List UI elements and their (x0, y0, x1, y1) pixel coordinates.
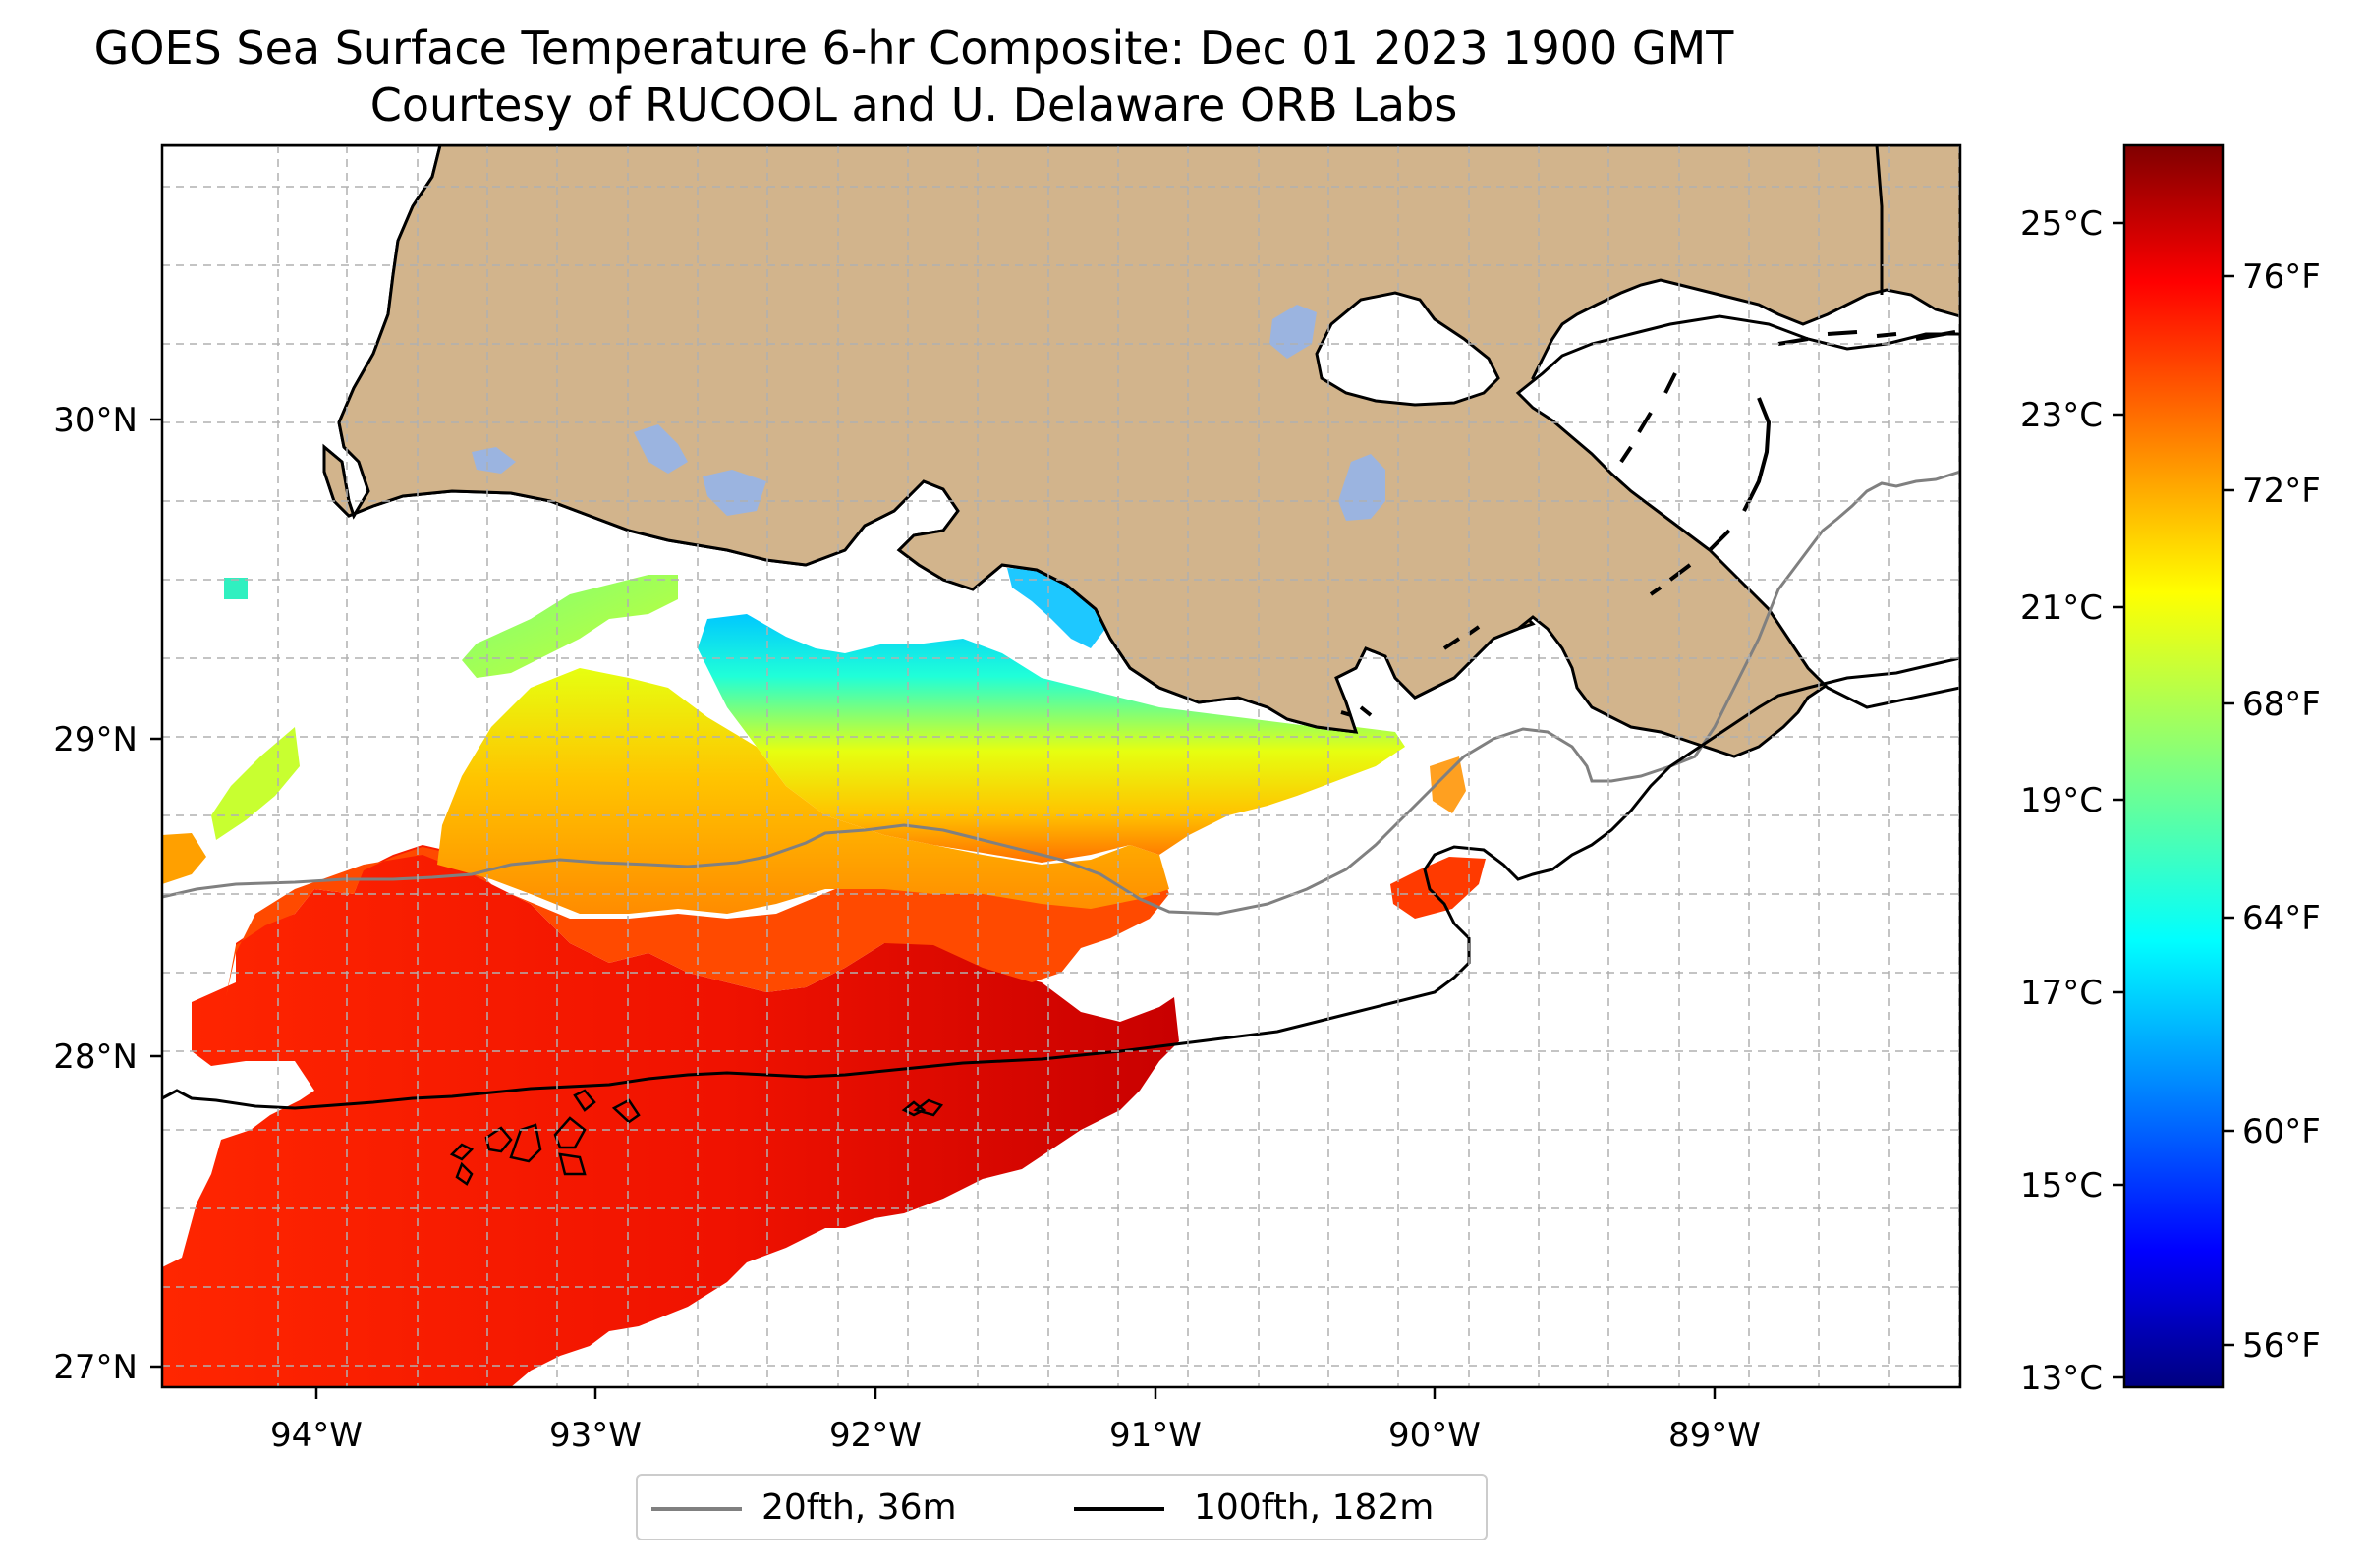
celsius-tick-label: 25°C (2020, 204, 2103, 244)
legend-label-100fth: 100fth, 182m (1194, 1487, 1435, 1528)
legend: 20fth, 36m 100fth, 182m (636, 1474, 1488, 1540)
chart-subtitle: Courtesy of RUCOOL and U. Delaware ORB L… (369, 79, 1458, 132)
legend-swatch-20fth (651, 1507, 742, 1511)
celsius-tick-label: 15°C (2020, 1166, 2103, 1205)
seafloor-contours (449, 1089, 944, 1186)
map-frame (160, 143, 1962, 1389)
isobath-20fth (162, 470, 1960, 916)
x-tick-label: 93°W (549, 1416, 642, 1455)
lake-pontchartrain (1315, 291, 1500, 407)
fahrenheit-tick-label: 76°F (2242, 257, 2321, 297)
y-tick-labels: 27°N 28°N 29°N 30°N (53, 401, 138, 1387)
sst-west-teal-dot (224, 578, 248, 599)
sst-ms-river-red (1390, 857, 1486, 919)
fahrenheit-tick-label: 72°F (2242, 472, 2321, 511)
sst-nearshore-cyan-patch (1007, 568, 1105, 648)
isobath-100fth (162, 656, 1960, 1110)
inland-lake-5 (1338, 454, 1385, 521)
sst-west-green-band (462, 575, 678, 678)
celsius-tick-label: 13°C (2020, 1359, 2103, 1398)
celsius-tick-label: 19°C (2020, 781, 2103, 820)
celsius-tick-label: 23°C (2020, 396, 2103, 435)
sst-central-gradient (698, 614, 1405, 863)
colorbar-celsius-ticks (2113, 221, 2124, 1379)
legend-swatch-100fth (1074, 1507, 1164, 1511)
x-tick-label: 92°W (829, 1416, 922, 1455)
x-tick-label: 94°W (270, 1416, 363, 1455)
colorbar (2122, 143, 2225, 1389)
map-area[interactable] (162, 145, 1960, 1387)
barrier-islands (1340, 330, 1956, 717)
inland-lake-4 (1269, 305, 1317, 359)
fahrenheit-tick-label: 56°F (2242, 1326, 2321, 1366)
x-tick-labels: 94°W 93°W 92°W 91°W 90°W 89°W (270, 1416, 1761, 1455)
y-tick-label: 29°N (53, 720, 138, 759)
x-tick-label: 90°W (1388, 1416, 1481, 1455)
y-tick-label: 28°N (53, 1037, 138, 1077)
chart-title: GOES Sea Surface Temperature 6-hr Compos… (93, 22, 1734, 75)
sst-ms-river-orange-1 (1430, 756, 1466, 813)
sst-shelf-yellow-orange (437, 668, 1169, 914)
graticule (162, 145, 1960, 1387)
fahrenheit-tick-label: 68°F (2242, 685, 2321, 724)
colorbar-celsius-labels: 13°C 15°C 17°C 19°C 21°C 23°C 25°C (2020, 204, 2103, 1398)
sst-west-orange-edge (162, 833, 206, 884)
x-tick-label: 89°W (1668, 1416, 1761, 1455)
x-ticks (314, 1387, 1717, 1399)
sst-offshore-warm-pool (162, 845, 1179, 1387)
x-tick-label: 91°W (1109, 1416, 1202, 1455)
inland-lake-1 (472, 447, 516, 474)
delta-marsh-water (1515, 314, 1960, 709)
celsius-tick-label: 17°C (2020, 974, 2103, 1013)
colorbar-fahrenheit-ticks (2223, 274, 2234, 1347)
colorbar-fahrenheit-labels: 56°F 60°F 64°F 68°F 72°F 76°F (2242, 257, 2321, 1366)
inland-lake-3 (703, 470, 766, 516)
legend-label-20fth: 20fth, 36m (761, 1487, 957, 1528)
fahrenheit-tick-label: 64°F (2242, 899, 2321, 938)
fahrenheit-tick-label: 60°F (2242, 1112, 2321, 1151)
y-ticks (150, 418, 162, 1369)
sst-data-layer (162, 393, 1823, 1387)
land-mississippi-delta (322, 145, 1960, 758)
inland-lake-2 (634, 424, 688, 474)
y-tick-label: 30°N (53, 401, 138, 440)
y-tick-label: 27°N (53, 1348, 138, 1387)
celsius-tick-label: 21°C (2020, 588, 2103, 628)
